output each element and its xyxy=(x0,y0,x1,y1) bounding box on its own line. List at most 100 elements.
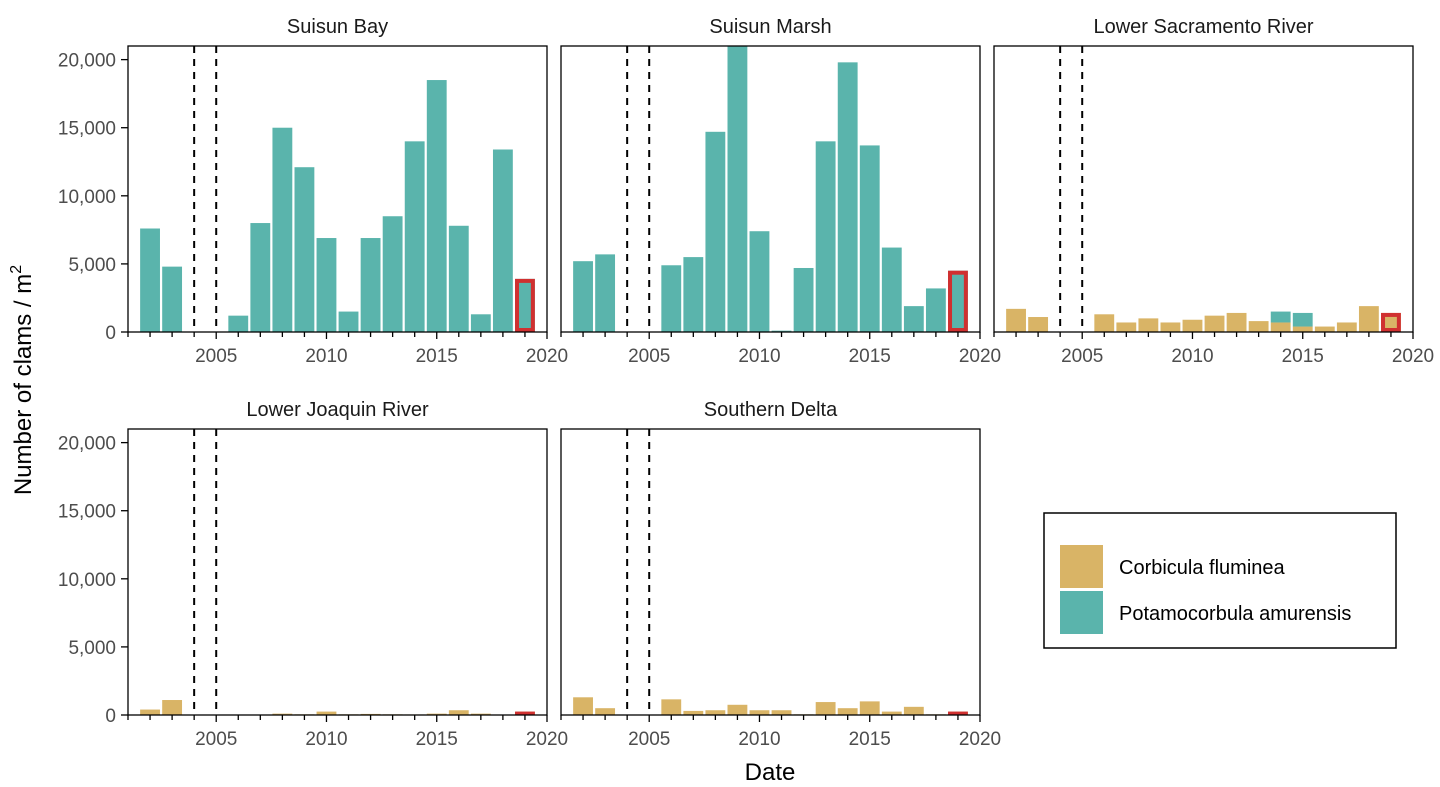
panel-border xyxy=(560,45,981,333)
facet-title: Southern Delta xyxy=(704,399,838,421)
y-axis-title-superscript: 2 xyxy=(8,265,25,274)
bar xyxy=(1182,319,1203,332)
bar xyxy=(426,80,447,332)
bar xyxy=(859,701,880,715)
y-tick-label: 20,000 xyxy=(58,434,116,455)
bar xyxy=(1248,321,1269,332)
bar xyxy=(338,311,359,332)
bar xyxy=(1226,312,1247,332)
facet-panel-2: Lower Sacramento River 2005 2010 2015 2020 xyxy=(993,16,1434,367)
x-tick-label: 2020 xyxy=(526,729,568,750)
legend-key xyxy=(1060,591,1103,634)
x-tick-label: 2005 xyxy=(628,346,670,367)
y-tick-label: 10,000 xyxy=(58,187,116,208)
highlight-box xyxy=(1381,312,1401,332)
bar xyxy=(1314,326,1335,332)
bar xyxy=(448,710,469,715)
bar xyxy=(228,315,249,332)
bar xyxy=(727,704,748,715)
facet-title: Suisun Bay xyxy=(287,16,388,38)
bar xyxy=(749,710,770,715)
panel-border xyxy=(127,45,548,333)
bar xyxy=(404,141,425,332)
bar xyxy=(683,257,704,332)
x-tick-label: 2005 xyxy=(195,729,237,750)
facet-title: Suisun Marsh xyxy=(709,16,831,38)
x-tick-label: 2010 xyxy=(305,346,347,367)
y-tick-label: 20,000 xyxy=(58,51,116,72)
y-tick-label: 15,000 xyxy=(58,119,116,140)
facet-title: Lower Sacramento River xyxy=(1093,16,1313,38)
bar xyxy=(1381,312,1401,332)
bar xyxy=(360,238,381,332)
bar-group xyxy=(1006,306,1401,332)
bar xyxy=(573,697,593,715)
panel-border xyxy=(993,45,1414,333)
x-tick-label: 2010 xyxy=(738,729,780,750)
x-tick-label: 2020 xyxy=(526,346,568,367)
y-tick-label: 5,000 xyxy=(68,638,116,659)
bar xyxy=(683,710,704,715)
bar xyxy=(470,314,491,332)
bar xyxy=(316,238,337,332)
bar xyxy=(573,261,593,332)
bar xyxy=(272,713,293,715)
highlight-box xyxy=(948,270,968,332)
bar xyxy=(515,278,535,332)
legend-label: Potamocorbula amurensis xyxy=(1119,603,1351,625)
bar-group xyxy=(573,697,968,715)
bar xyxy=(925,288,946,332)
bar xyxy=(595,254,616,332)
bar xyxy=(705,710,726,715)
bar xyxy=(1358,306,1379,332)
highlight-box xyxy=(515,278,535,332)
bar xyxy=(162,700,183,715)
bar xyxy=(837,708,858,715)
bar xyxy=(1006,308,1026,332)
x-tick-label: 2010 xyxy=(1171,346,1213,367)
x-tick-label: 2015 xyxy=(416,729,458,750)
bar xyxy=(881,711,902,715)
bar xyxy=(492,149,513,332)
bar-group xyxy=(140,700,535,715)
x-tick-label: 2005 xyxy=(1061,346,1103,367)
bar xyxy=(1270,322,1291,332)
facet-panel-0: Suisun Bay 2005 2010 2015 2020 0 5,000 10,000 15… xyxy=(58,16,568,367)
x-tick-label: 2020 xyxy=(959,729,1001,750)
y-tick-label: 5,000 xyxy=(68,255,116,276)
bar xyxy=(859,145,880,332)
legend: Corbicula fluminea Potamocorbula amurensi… xyxy=(1043,512,1397,649)
facet-panel-4: Southern Delta 2005 2010 2015 2020 xyxy=(560,399,1001,750)
bar xyxy=(1116,322,1137,332)
bar xyxy=(1292,312,1313,327)
bar xyxy=(382,216,403,332)
x-tick-label: 2015 xyxy=(416,346,458,367)
bar xyxy=(1292,326,1313,332)
bar xyxy=(771,330,792,332)
legend-label: Corbicula fluminea xyxy=(1119,557,1286,579)
x-tick-label: 2005 xyxy=(195,346,237,367)
facet-title: Lower Joaquin River xyxy=(246,399,429,421)
bar xyxy=(1270,311,1291,323)
bar xyxy=(1094,314,1115,332)
x-tick-label: 2015 xyxy=(849,729,891,750)
bar xyxy=(448,225,469,332)
x-tick-label: 2005 xyxy=(628,729,670,750)
panel-border xyxy=(127,428,548,716)
bar xyxy=(1138,318,1159,332)
bar xyxy=(903,306,924,332)
bar xyxy=(1204,315,1225,332)
x-tick-label: 2020 xyxy=(959,346,1001,367)
bar xyxy=(1028,317,1049,332)
bar xyxy=(316,711,337,715)
bar-group xyxy=(140,80,535,332)
bar xyxy=(294,167,315,332)
x-axis-title: Date xyxy=(745,759,796,786)
bar xyxy=(948,270,968,332)
bar xyxy=(426,713,447,715)
bar-group xyxy=(573,46,968,332)
x-tick-label: 2015 xyxy=(849,346,891,367)
bar xyxy=(1160,322,1181,332)
bar xyxy=(727,46,748,332)
